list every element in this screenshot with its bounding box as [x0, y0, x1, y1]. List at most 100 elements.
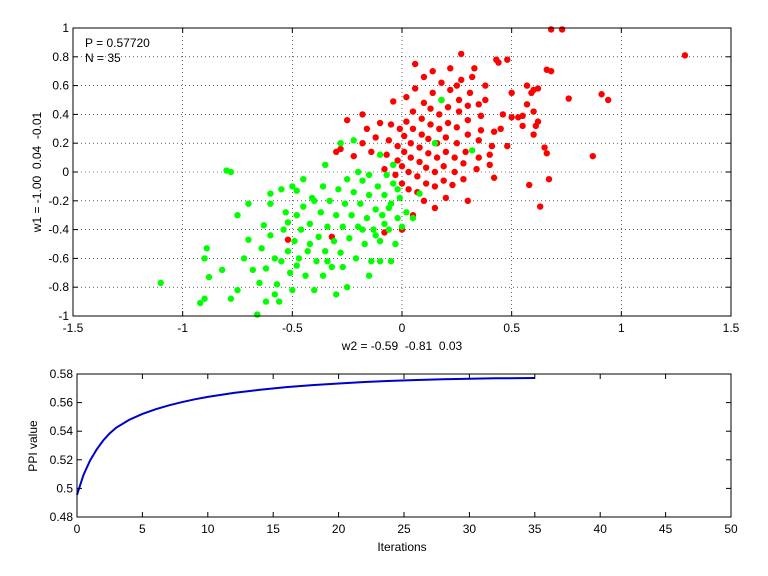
x-tick-label: 20: [332, 522, 346, 536]
red-data-point: [453, 140, 461, 147]
red-data-point: [462, 148, 469, 156]
green-data-point: [295, 255, 303, 262]
green-data-point: [157, 279, 164, 287]
green-data-point: [326, 197, 333, 204]
x-tick-label: -1: [177, 321, 188, 335]
green-data-point: [289, 286, 296, 294]
green-data-point: [359, 177, 366, 184]
green-data-point: [282, 209, 289, 216]
ppi-line-series: [76, 377, 535, 496]
red-data-point: [547, 26, 555, 33]
green-data-point: [275, 298, 283, 305]
green-data-point: [392, 240, 399, 248]
green-data-point: [361, 240, 368, 248]
green-data-point: [381, 191, 388, 199]
red-data-point: [455, 108, 463, 115]
green-data-point: [394, 214, 401, 222]
red-data-point: [589, 152, 597, 160]
x-tick-label: 0: [399, 321, 406, 335]
ppi-line-plot: 0 5 10 15 20 25 30 35 40 45 50 0.48 0.5 0.52 0.54 0.56 0…: [26, 367, 738, 554]
red-data-point: [363, 125, 371, 132]
red-data-point: [398, 163, 406, 170]
red-data-point: [464, 197, 471, 204]
green-data-point: [322, 161, 329, 168]
red-data-point: [416, 144, 423, 151]
green-data-point: [311, 197, 318, 204]
red-data-point: [488, 142, 496, 150]
red-data-point: [558, 26, 566, 33]
red-data-point: [515, 114, 522, 121]
red-data-point: [477, 112, 485, 120]
red-data-point: [400, 148, 408, 156]
green-data-point: [376, 237, 384, 245]
green-data-point: [409, 214, 417, 222]
red-data-point: [405, 186, 412, 193]
red-data-point: [466, 89, 474, 97]
red-data-point: [473, 165, 480, 173]
red-data-point: [436, 125, 443, 132]
green-data-point: [379, 212, 386, 219]
green-data-point: [260, 222, 268, 229]
red-data-point: [444, 119, 452, 127]
green-data-point: [381, 220, 388, 228]
x-tick-label: 1.5: [723, 321, 740, 335]
red-data-point: [475, 137, 482, 144]
red-data-point: [436, 111, 443, 118]
red-data-point: [372, 134, 379, 141]
green-data-point: [370, 226, 377, 233]
green-data-point: [372, 206, 379, 213]
red-data-point: [429, 68, 436, 75]
y-tick-label: 0.4: [52, 107, 69, 121]
red-data-point: [464, 102, 471, 109]
red-data-point: [407, 154, 414, 161]
red-data-point: [530, 131, 537, 138]
green-data-point: [271, 291, 278, 298]
red-data-point: [431, 168, 439, 176]
red-data-point: [453, 82, 461, 89]
green-data-point: [359, 226, 366, 233]
line-y-axis-label: PPI value: [26, 420, 40, 472]
red-data-point: [486, 161, 493, 168]
red-data-point: [508, 114, 515, 121]
green-data-point: [256, 279, 263, 287]
red-data-point: [447, 86, 454, 94]
green-data-point: [197, 299, 204, 307]
red-data-point: [464, 131, 471, 138]
red-data-point: [453, 124, 461, 131]
scatter-ticks: -1.5 -1 -0.5 0 0.5 1 1.5-1-0.8-0.6-0.4-0.200.2…: [48, 21, 739, 335]
red-data-point: [440, 163, 447, 170]
red-data-point: [530, 108, 537, 115]
red-data-point: [528, 89, 535, 97]
x-tick-label: 10: [201, 522, 215, 536]
red-data-point: [383, 151, 390, 158]
green-data-point: [262, 298, 270, 305]
green-data-point: [234, 286, 241, 294]
green-data-point: [271, 255, 278, 262]
green-data-point: [350, 137, 357, 144]
green-data-point: [339, 263, 346, 271]
red-data-point: [490, 128, 498, 135]
green-data-point: [273, 281, 281, 288]
green-data-point: [328, 263, 336, 271]
green-data-point: [249, 266, 257, 274]
red-data-point: [359, 111, 366, 118]
green-data-point: [416, 190, 423, 197]
x-tick-label: 35: [528, 522, 542, 536]
red-data-point: [396, 125, 404, 132]
green-data-point: [306, 220, 314, 228]
line-plot-background: [77, 374, 731, 517]
red-data-point: [400, 132, 408, 140]
green-data-point: [234, 212, 241, 219]
green-data-point: [267, 190, 274, 197]
red-data-point: [418, 131, 425, 138]
green-data-point: [254, 311, 261, 318]
red-data-point: [545, 176, 553, 183]
red-data-point: [387, 121, 395, 128]
green-data-point: [337, 140, 344, 147]
green-data-point: [293, 262, 300, 269]
red-data-point: [429, 89, 436, 97]
scatter-points: [157, 26, 689, 318]
y-tick-label: 0.54: [50, 424, 74, 438]
green-data-point: [394, 186, 401, 193]
green-data-point: [385, 226, 393, 233]
